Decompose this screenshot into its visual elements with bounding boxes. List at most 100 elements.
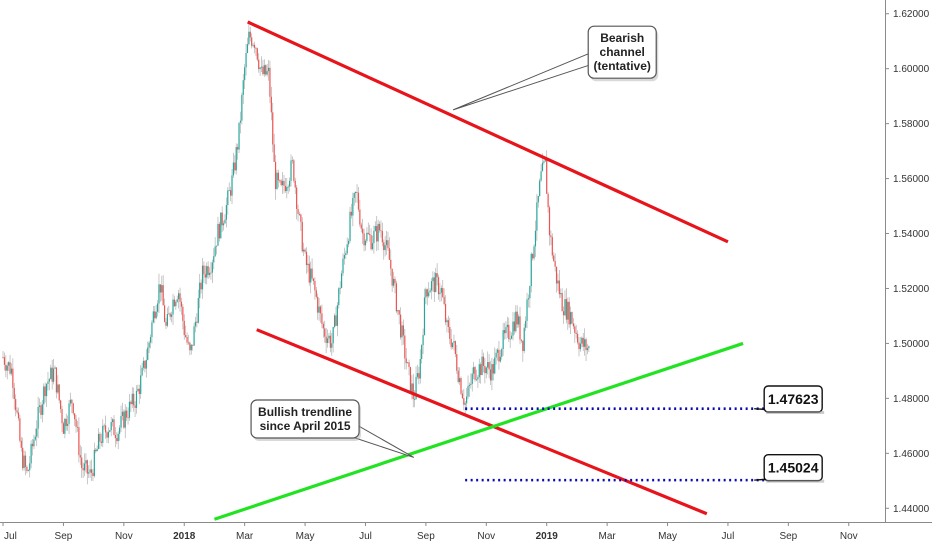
x-tick-label: May [296,531,315,542]
candle-body [210,272,212,274]
candle-body [397,310,399,312]
candle-body [399,314,402,338]
candle-body [554,261,556,267]
candle-body [36,428,38,437]
candle-body [550,235,552,238]
candle-body [565,299,567,320]
candle-body [402,325,405,336]
candle-body [536,202,538,231]
candle-body [142,360,145,368]
candle-body [311,268,313,279]
candle-body [447,320,449,327]
candle-body [113,419,115,436]
candle-body [144,360,146,369]
candle-body [294,180,296,188]
candle-body [395,283,397,312]
channel-lower-line [256,328,708,516]
candle-body [453,341,455,343]
candle-body [335,315,337,326]
candle-body [569,312,572,325]
candle-body [230,190,232,196]
candle-body [317,296,319,313]
candle-body [172,299,174,315]
candle-body [252,44,254,46]
candle-body [190,344,192,351]
candle-body [110,422,112,431]
candle-body [457,370,459,382]
candle-body [348,240,350,245]
candle-body [71,399,73,404]
candle-body [217,223,219,246]
candle-body [364,240,367,246]
candle-body [127,417,129,419]
candle-body [342,258,344,274]
candle-body [148,342,150,348]
candle-body [505,327,507,334]
candle-body [349,211,351,241]
candle-body [72,403,74,414]
candle-body [44,386,46,397]
candle-body [352,197,354,216]
candle-body [24,455,27,467]
candle-body [249,31,251,38]
y-tick-label: 1.56000 [893,174,930,185]
candle-body [242,80,244,95]
candle-body [513,321,515,332]
candle-body [68,403,70,424]
candle-body [134,405,136,408]
candle-body [260,66,263,68]
candle-body [234,162,236,171]
candle-body [40,405,42,415]
annotation-text-line: Bullish trendline [258,405,352,419]
candle-body [58,384,60,401]
candle-body [432,277,434,282]
candle-body [86,460,88,474]
candle-body [62,423,65,434]
candle-body [102,425,104,443]
candle-body [380,230,382,232]
candle-body [336,305,338,326]
candle-body [246,44,249,53]
candle-body [128,401,131,418]
candle-body [305,251,308,266]
candle-body [303,249,305,252]
candle-body [99,433,101,442]
candle-body [100,441,102,443]
candle-body [238,122,240,150]
candle-body [266,71,268,75]
candle-body [120,415,122,428]
candle-body [67,423,69,426]
candle-body [186,336,188,343]
candle-body [12,368,14,388]
candle-body [300,214,302,222]
candle-body [13,387,15,400]
candle-body [220,212,222,239]
candle-body [579,343,582,350]
candle-body [74,413,76,420]
candle-body [31,443,34,447]
candle-body [415,376,417,400]
candle-body [169,313,171,317]
candle-body [495,352,497,358]
candle-body [228,190,230,192]
candle-body [322,323,324,329]
candle-body [22,447,24,469]
x-tick-label: Nov [115,531,133,542]
candle-body [523,327,525,352]
channel-upper-line [247,20,729,244]
candle-body [456,354,458,371]
candle-body [221,212,223,226]
candle-body [425,289,427,298]
candle-body [329,335,331,348]
candle-body [192,344,194,346]
candle-body [378,223,381,231]
candle-body [248,31,250,45]
candle-body [50,367,52,380]
candle-body [114,435,117,439]
candle-body [37,406,39,429]
candle-body [345,253,347,256]
candle-body [498,349,500,362]
candle-body [166,314,168,326]
candle-body [293,160,295,181]
